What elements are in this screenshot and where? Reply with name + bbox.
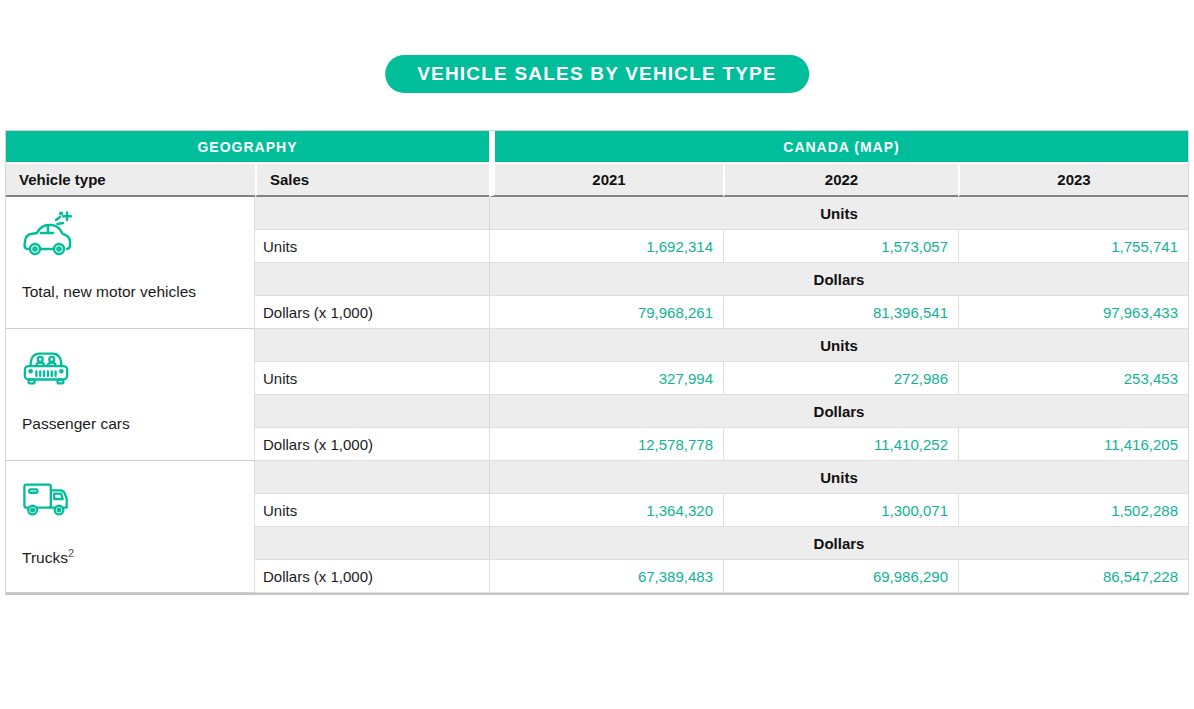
band-header-units: Units xyxy=(489,197,1188,230)
band-header-units: Units xyxy=(489,461,1188,494)
value-total-dollars-2022: 81,396,541 xyxy=(723,296,958,329)
vehicle-sales-table: GEOGRAPHY CANADA (MAP) Vehicle type Sale… xyxy=(5,130,1189,595)
value-total-units-2021: 1,692,314 xyxy=(489,230,723,263)
passenger-car-icon xyxy=(22,341,70,393)
vehicle-type-cell-passenger-cars: Passenger cars xyxy=(6,329,255,461)
sales-label-dollars: Dollars (x 1,000) xyxy=(255,296,489,329)
sales-label-units: Units xyxy=(255,494,489,527)
sales-label-units: Units xyxy=(255,362,489,395)
column-header-2021: 2021 xyxy=(489,164,723,197)
sales-band-spacer xyxy=(255,263,489,296)
vehicle-type-label: Total, new motor vehicles xyxy=(22,283,196,301)
value-total-units-2023: 1,755,741 xyxy=(958,230,1188,263)
sales-label-units: Units xyxy=(255,230,489,263)
sales-label-dollars: Dollars (x 1,000) xyxy=(255,560,489,593)
value-total-dollars-2023: 97,963,433 xyxy=(958,296,1188,329)
column-header-sales: Sales xyxy=(255,164,489,197)
value-total-units-2022: 1,573,057 xyxy=(723,230,958,263)
value-cars-dollars-2022: 11,410,252 xyxy=(723,428,958,461)
value-trucks-units-2022: 1,300,071 xyxy=(723,494,958,527)
band-header-units: Units xyxy=(489,329,1188,362)
vehicle-type-cell-total: Total, new motor vehicles xyxy=(6,197,255,329)
band-header-dollars: Dollars xyxy=(489,527,1188,560)
truck-icon xyxy=(22,473,72,525)
sales-label-dollars: Dollars (x 1,000) xyxy=(255,428,489,461)
sales-band-spacer xyxy=(255,527,489,560)
page-title: VEHICLE SALES BY VEHICLE TYPE xyxy=(385,55,809,93)
column-header-2023: 2023 xyxy=(958,164,1188,197)
sales-band-spacer xyxy=(255,461,489,494)
value-trucks-dollars-2021: 67,389,483 xyxy=(489,560,723,593)
column-header-2022: 2022 xyxy=(723,164,958,197)
value-cars-dollars-2021: 12,578,778 xyxy=(489,428,723,461)
section-header-canada: CANADA (MAP) xyxy=(489,131,1188,164)
vehicle-type-label: Trucks2 xyxy=(22,547,74,567)
value-cars-units-2021: 327,994 xyxy=(489,362,723,395)
value-cars-units-2022: 272,986 xyxy=(723,362,958,395)
value-trucks-dollars-2023: 86,547,228 xyxy=(958,560,1188,593)
new-car-icon xyxy=(22,209,74,261)
band-header-dollars: Dollars xyxy=(489,395,1188,428)
value-trucks-units-2023: 1,502,288 xyxy=(958,494,1188,527)
value-trucks-dollars-2022: 69,986,290 xyxy=(723,560,958,593)
band-header-dollars: Dollars xyxy=(489,263,1188,296)
value-total-dollars-2021: 79,968,261 xyxy=(489,296,723,329)
vehicle-type-cell-trucks: Trucks2 xyxy=(6,461,255,593)
section-header-geography: GEOGRAPHY xyxy=(6,131,489,164)
sales-band-spacer xyxy=(255,395,489,428)
vehicle-type-label: Passenger cars xyxy=(22,415,130,433)
sales-band-spacer xyxy=(255,329,489,362)
value-cars-dollars-2023: 11,416,205 xyxy=(958,428,1188,461)
footnote-marker: 2 xyxy=(68,547,74,559)
value-cars-units-2023: 253,453 xyxy=(958,362,1188,395)
value-trucks-units-2021: 1,364,320 xyxy=(489,494,723,527)
sales-band-spacer xyxy=(255,197,489,230)
column-header-vehicle-type: Vehicle type xyxy=(6,164,255,197)
